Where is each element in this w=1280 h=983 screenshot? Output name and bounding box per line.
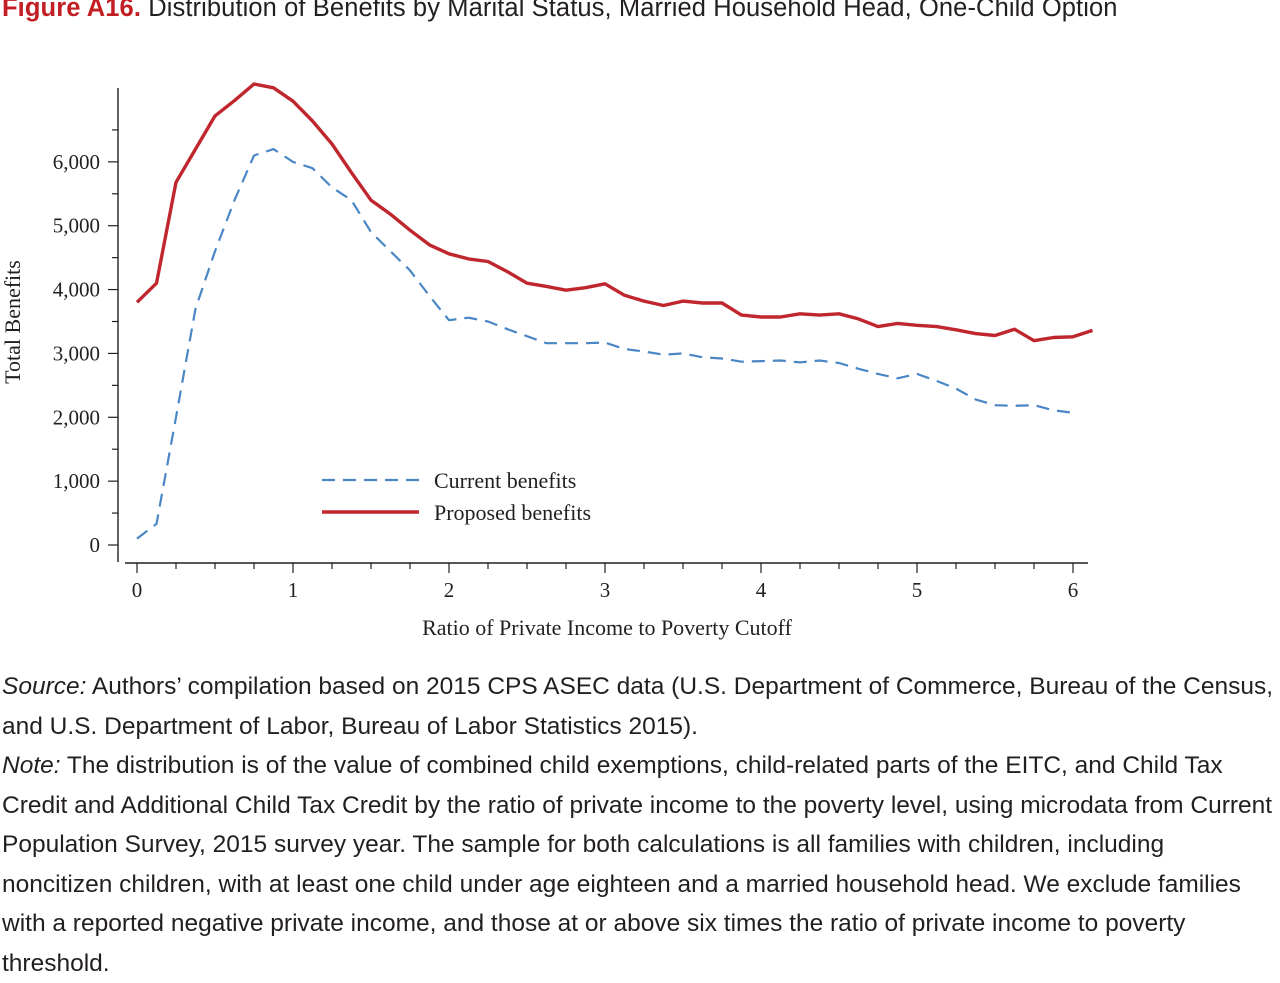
legend-label: Current benefits [434,468,576,493]
x-tick-label: 4 [756,578,767,602]
line-chart: 0 1,000 2,000 3,000 4,000 5,000 6,000 0 1 2 3 4 5 6 C… [0,82,1094,640]
y-tick-label: 4,000 [53,278,100,302]
chart-axes: 0 1,000 2,000 3,000 4,000 5,000 6,000 0 1 2 3 4 5 6 [53,88,1088,602]
note-paragraph: Note: The distribution is of the value o… [2,746,1278,983]
source-text: Authors’ compilation based on 2015 CPS A… [2,673,1274,740]
y-tick-label: 0 [90,533,101,557]
figure-title-text: Distribution of Benefits by Marital Stat… [148,0,1118,22]
x-tick-label: 0 [132,578,143,602]
figure-title: Figure A16. Distribution of Benefits by … [2,0,1118,23]
y-axis-label: Total Benefits [0,260,25,384]
x-tick-label: 2 [444,578,455,602]
x-axis-label: Ratio of Private Income to Poverty Cutof… [422,615,793,640]
figure-notes: Source: Authors’ compilation based on 20… [2,667,1278,983]
x-tick-label: 5 [912,578,923,602]
source-label: Source: [2,673,87,700]
y-tick-label: 5,000 [53,214,100,238]
x-tick-label: 6 [1068,578,1079,602]
y-tick-label: 3,000 [53,341,100,365]
x-tick-label: 3 [600,578,611,602]
chart-legend: Current benefits Proposed benefits [322,468,591,525]
current-benefits-line [136,148,1074,540]
y-tick-label: 6,000 [53,150,100,174]
y-tick-label: 1,000 [53,469,100,493]
legend-label: Proposed benefits [434,500,591,525]
note-text: The distribution is of the value of comb… [2,752,1273,977]
y-tick-label: 2,000 [53,405,100,429]
source-note: Source: Authors’ compilation based on 20… [2,667,1278,746]
figure-label: Figure A16. [2,0,142,22]
note-label: Note: [2,752,61,779]
proposed-benefits-line [135,82,1094,343]
chart-series [135,82,1094,540]
x-tick-label: 1 [288,578,299,602]
